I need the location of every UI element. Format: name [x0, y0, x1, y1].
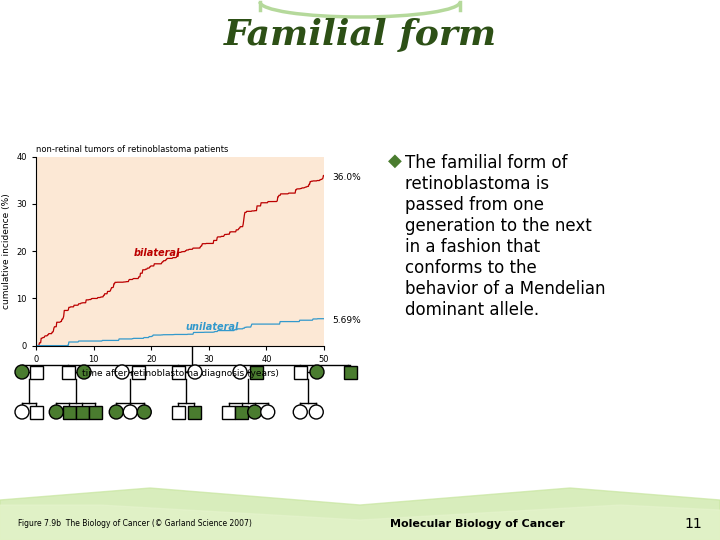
Text: The familial form of: The familial form of	[405, 154, 567, 172]
Circle shape	[188, 365, 202, 379]
Circle shape	[233, 365, 247, 379]
Text: in a fashion that: in a fashion that	[405, 238, 540, 256]
Text: bilateral: bilateral	[134, 248, 180, 258]
X-axis label: time after retinoblastoma diagnosis (years): time after retinoblastoma diagnosis (yea…	[81, 369, 279, 378]
Text: unilateral: unilateral	[186, 322, 239, 333]
Text: passed from one: passed from one	[405, 196, 544, 214]
Circle shape	[15, 365, 29, 379]
Polygon shape	[0, 505, 720, 540]
Y-axis label: cumulative incidence (%): cumulative incidence (%)	[1, 193, 11, 309]
Circle shape	[109, 405, 123, 419]
Text: 5.69%: 5.69%	[333, 316, 361, 325]
Text: 11: 11	[684, 517, 702, 531]
Circle shape	[310, 365, 324, 379]
Circle shape	[176, 323, 190, 337]
Circle shape	[15, 405, 29, 419]
Bar	[172, 406, 185, 419]
Text: retinoblastoma is: retinoblastoma is	[405, 175, 549, 193]
Bar	[294, 366, 307, 379]
Bar	[343, 366, 356, 379]
Text: Figure 7.9b  The Biology of Cancer (© Garland Science 2007): Figure 7.9b The Biology of Cancer (© Gar…	[18, 519, 252, 529]
Text: non-retinal tumors of retinoblastoma patients: non-retinal tumors of retinoblastoma pat…	[36, 145, 228, 154]
Circle shape	[138, 405, 151, 419]
Circle shape	[261, 405, 275, 419]
Text: ◆: ◆	[388, 152, 402, 170]
Bar	[171, 366, 184, 379]
Text: conforms to the: conforms to the	[405, 259, 536, 277]
Text: Molecular Biology of Cancer: Molecular Biology of Cancer	[390, 519, 564, 529]
Bar	[222, 406, 235, 419]
Circle shape	[248, 405, 262, 419]
Text: behavior of a Mendelian: behavior of a Mendelian	[405, 280, 606, 298]
Bar	[250, 366, 263, 379]
Polygon shape	[0, 488, 720, 540]
Bar	[61, 366, 74, 379]
Bar	[30, 406, 42, 419]
Circle shape	[115, 365, 129, 379]
Bar	[132, 366, 145, 379]
Bar	[188, 406, 201, 419]
Text: dominant allele.: dominant allele.	[405, 301, 539, 319]
Text: generation to the next: generation to the next	[405, 217, 592, 235]
Circle shape	[310, 405, 323, 419]
Bar	[76, 406, 89, 419]
Circle shape	[49, 405, 63, 419]
Circle shape	[123, 405, 138, 419]
Circle shape	[293, 405, 307, 419]
Bar	[89, 406, 102, 419]
Text: Familial form: Familial form	[223, 18, 497, 52]
Bar	[30, 366, 42, 379]
Bar	[235, 406, 248, 419]
Circle shape	[77, 365, 91, 379]
Text: 36.0%: 36.0%	[333, 173, 361, 183]
Bar	[63, 406, 76, 419]
Bar	[194, 323, 207, 336]
